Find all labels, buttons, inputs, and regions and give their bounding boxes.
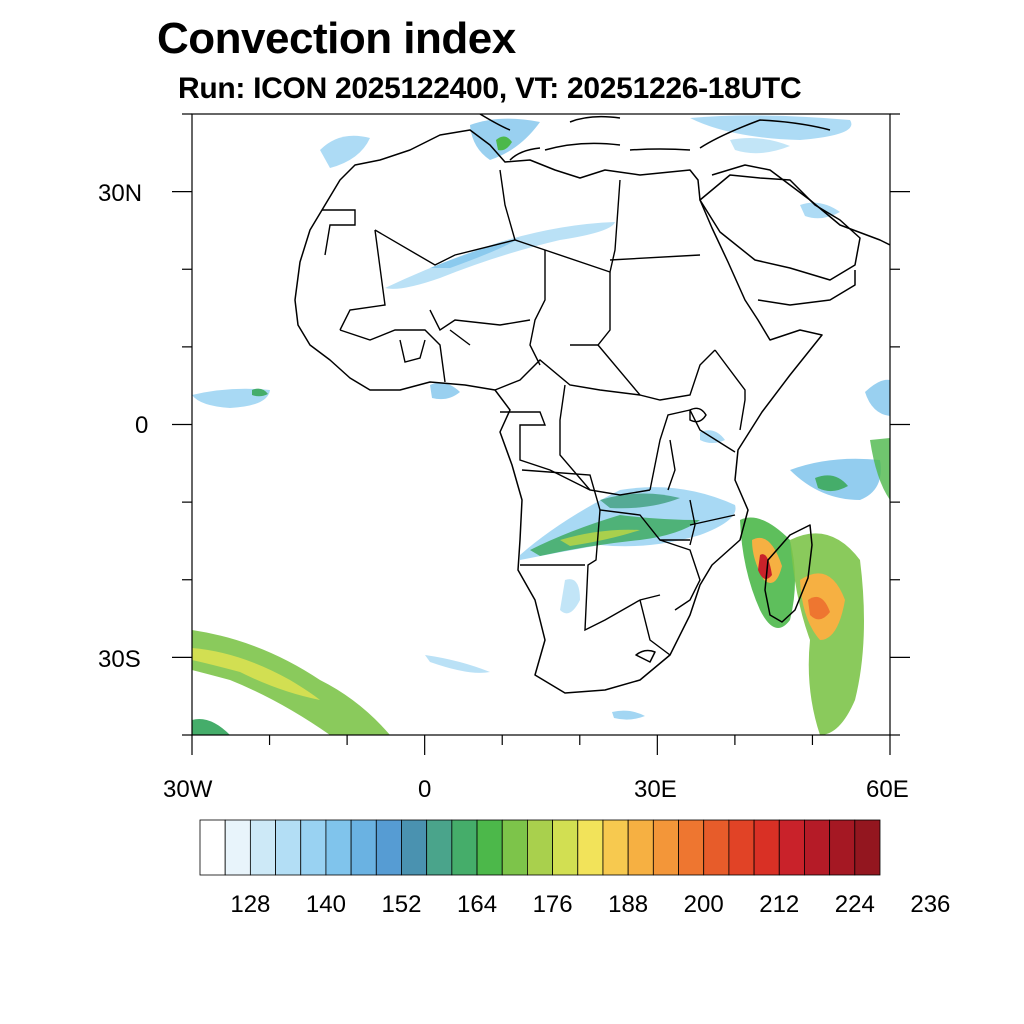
lon-label-30e: 30E [634,776,677,803]
lon-label-30w: 30W [163,776,213,803]
chart-subtitle: Run: ICON 2025122400, VT: 20251226-18UTC [178,72,802,105]
lat-label-30n: 30N [98,180,143,207]
axis-ticks [172,113,910,755]
coastlines [294,114,890,694]
lon-label-0: 0 [418,776,432,803]
lakes [667,407,707,546]
lat-label-0: 0 [135,412,149,439]
chart-title: Convection index [157,14,516,63]
lat-label-30s: 30S [98,646,141,673]
convection-field [192,115,890,735]
map-content [192,114,890,735]
country-borders [322,169,746,656]
lon-label-60e: 60E [866,776,909,803]
